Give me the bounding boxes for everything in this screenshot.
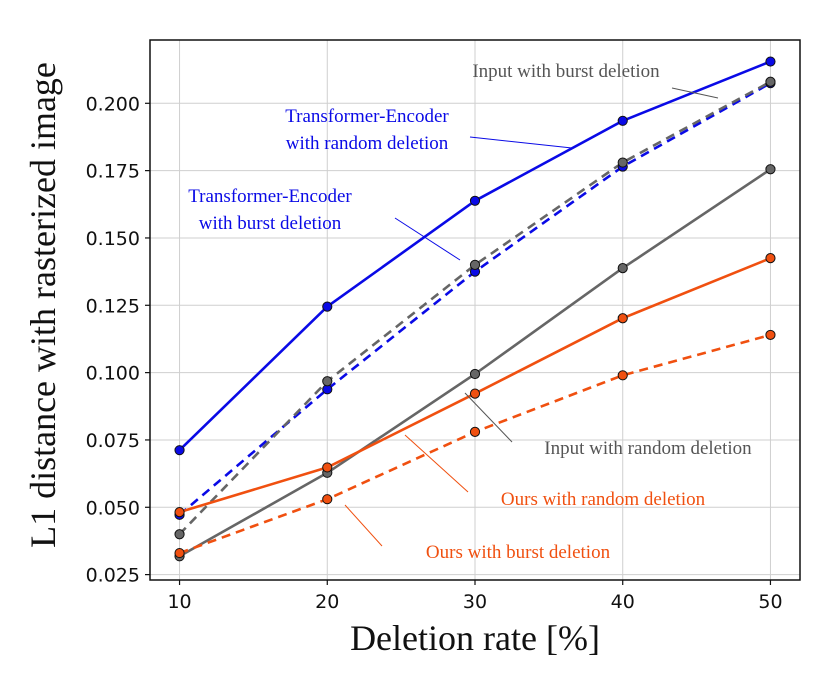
data-point (469, 368, 481, 380)
annotation-label: with random deletion (286, 133, 449, 154)
annotation-leader-line (469, 136, 573, 149)
data-point (322, 462, 333, 473)
data-point (617, 157, 628, 168)
annotation-leader-line (394, 217, 461, 261)
data-point (174, 529, 185, 540)
annotation: Input with burst deletion (472, 61, 719, 99)
y-tick-label: 0.200 (86, 93, 140, 115)
data-point (765, 164, 776, 175)
data-point (322, 494, 333, 505)
x-tick-label: 30 (463, 591, 487, 613)
data-point (174, 547, 185, 559)
series-points (174, 76, 776, 540)
data-point (765, 56, 776, 67)
data-point (469, 426, 481, 437)
annotation-leader-line (464, 392, 513, 443)
data-point (174, 507, 185, 518)
x-tick-label: 40 (611, 591, 635, 613)
data-point (765, 76, 776, 87)
annotation-label: Input with random deletion (544, 438, 752, 459)
x-tick-label: 50 (758, 591, 782, 613)
annotation-label: Transformer-Encoder (285, 106, 449, 127)
series-layer (174, 56, 776, 562)
series-markers (174, 56, 776, 562)
series-points (174, 253, 776, 518)
data-point (617, 370, 628, 381)
x-axis-title: Deletion rate [%] (350, 618, 600, 658)
data-point (322, 301, 333, 312)
series-points (174, 164, 776, 562)
data-point (174, 445, 185, 456)
y-tick-label: 0.100 (86, 363, 140, 385)
annotation-label: Ours with burst deletion (426, 542, 611, 563)
data-point (617, 115, 628, 126)
annotation: Ours with burst deletion (344, 504, 611, 563)
y-tick-label: 0.175 (86, 161, 140, 183)
annotation-leader-line (671, 87, 719, 99)
annotation-leader-line (344, 504, 383, 547)
data-point (765, 329, 776, 341)
series-line (178, 80, 772, 536)
data-point (469, 195, 481, 206)
series-points (174, 329, 776, 559)
data-point (469, 388, 481, 399)
annotation-leader-line (404, 434, 469, 493)
data-point (469, 259, 481, 270)
series-points (174, 56, 776, 456)
y-tick-label: 0.050 (86, 497, 140, 519)
y-tick-label: 0.025 (86, 565, 140, 587)
data-point (322, 376, 333, 387)
x-tick-label: 20 (315, 591, 339, 613)
y-tick-label: 0.150 (86, 228, 140, 250)
annotation: Input with random deletion (464, 392, 752, 459)
annotation: Transformer-Encoder with burst deletion (188, 186, 461, 261)
annotation: Transformer-Encoder with random deletion (285, 106, 573, 154)
x-tick-label: 10 (167, 591, 191, 613)
y-axis-title: L1 distance with rasterized image (23, 62, 63, 548)
x-axis-ticks: 10 20 30 40 50 (167, 580, 783, 613)
y-tick-label: 0.075 (86, 430, 140, 452)
y-tick-label: 0.125 (86, 295, 140, 317)
annotation-label: Ours with random deletion (501, 489, 706, 510)
data-point (617, 313, 628, 324)
data-point (765, 253, 776, 264)
annotation: Ours with random deletion (404, 434, 706, 510)
data-point (617, 263, 628, 274)
annotation-label: Input with burst deletion (472, 61, 660, 82)
annotation-label: with burst deletion (199, 213, 342, 234)
y-axis-ticks: 0.025 0.050 0.075 0.100 0.125 0.150 0.175 0.200 (86, 93, 150, 587)
annotation-label: Transformer-Encoder (188, 186, 352, 207)
